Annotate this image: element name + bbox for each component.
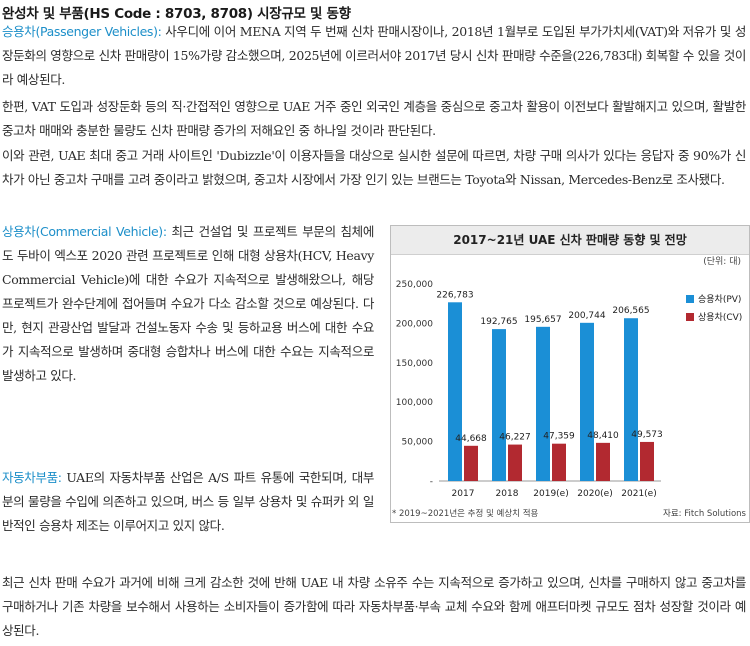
paragraph-parts: 자동차부품: UAE의 자동차부품 산업은 A/S 파트 유통에 국한되며, 대… (2, 466, 374, 538)
bar-value-label: 206,565 (612, 306, 649, 316)
legend-label: 승용차(PV) (698, 293, 741, 305)
bar-value-label: 46,227 (499, 433, 531, 443)
bar-cv (640, 441, 654, 481)
y-tick-label: 100,000 (396, 398, 433, 408)
chart-unit: (단위: 대) (703, 256, 741, 267)
x-tick-label: 2017 (452, 489, 475, 499)
y-tick-label: 250,000 (396, 280, 433, 290)
chart-title: 2017~21년 UAE 신차 판매량 동향 및 전망 (391, 226, 749, 255)
y-tick-label: 50,000 (402, 438, 434, 448)
commercial-label: 상용차(Commercial Vehicle): (2, 224, 167, 239)
paragraph-used-car: 한편, VAT 도입과 성장둔화 등의 직·간접적인 영향으로 UAE 거주 중… (2, 99, 746, 138)
chart-source: 자료: Fitch Solutions (663, 509, 746, 519)
bar-pv (536, 326, 550, 481)
section-heading: 완성차 및 부품(HS Code : 8703, 8708) 시장규모 및 동향 (2, 6, 351, 22)
x-tick-label: 2020(e) (577, 489, 612, 499)
paragraph-dubizzle: 이와 관련, UAE 최대 중고 거래 사이트인 'Dubizzle'이 이용자… (2, 148, 746, 187)
x-tick-label: 2019(e) (533, 489, 568, 499)
bar-cv (596, 442, 610, 481)
y-tick-label: - (430, 477, 433, 487)
bar-cv (508, 444, 522, 481)
paragraph-passenger: 승용차(Passenger Vehicles): 사우디에 이어 MENA 지역… (2, 20, 746, 92)
bar-value-label: 195,657 (524, 315, 561, 325)
x-tick-label: 2018 (496, 489, 519, 499)
parts-text: UAE의 자동차부품 산업은 A/S 파트 유통에 국한되며, 대부분의 물량을… (2, 470, 374, 533)
x-tick-label: 2021(e) (621, 489, 656, 499)
bar-value-label: 200,744 (568, 311, 605, 321)
bar-value-label: 48,410 (587, 431, 619, 441)
commercial-text: 최근 건설업 및 프로젝트 부문의 침체에도 두바이 엑스포 2020 관련 프… (2, 224, 374, 383)
bar-cv (552, 443, 566, 481)
passenger-label: 승용차(Passenger Vehicles): (2, 24, 162, 39)
bar-value-label: 47,359 (543, 432, 575, 442)
bar-cv (464, 445, 478, 481)
chart-plot: (단위: 대) - 50,000 100,000 150,000 200,000 250,0… (396, 256, 743, 499)
bar-value-label: 192,765 (480, 317, 517, 327)
bar-value-label: 44,668 (455, 434, 487, 444)
y-tick-label: 150,000 (396, 359, 433, 369)
legend-swatch (686, 313, 694, 321)
y-tick-label: 200,000 (396, 319, 433, 329)
sales-chart: 2017~21년 UAE 신차 판매량 동향 및 전망 (단위: 대) - 50,0… (390, 225, 750, 523)
paragraph-commercial: 상용차(Commercial Vehicle): 최근 건설업 및 프로젝트 부… (2, 220, 374, 388)
chart-footnote: * 2019~2021년은 추정 및 예상치 적용 (392, 509, 539, 519)
bar-pv (492, 329, 506, 481)
paragraph-aftermarket: 최근 신차 판매 수요가 과거에 비해 크게 감소한 것에 반해 UAE 내 차… (2, 575, 746, 638)
bar-pv (580, 322, 594, 481)
bar-pv (448, 302, 462, 481)
passenger-text: 사우디에 이어 MENA 지역 두 번째 신차 판매시장이나, 2018년 1월… (2, 24, 746, 87)
bar-value-label: 49,573 (631, 430, 663, 440)
legend-label: 상용차(CV) (698, 311, 742, 323)
legend-swatch (686, 295, 694, 303)
bar-pv (624, 318, 638, 481)
bar-value-label: 226,783 (436, 290, 473, 300)
parts-label: 자동차부품: (2, 470, 62, 485)
